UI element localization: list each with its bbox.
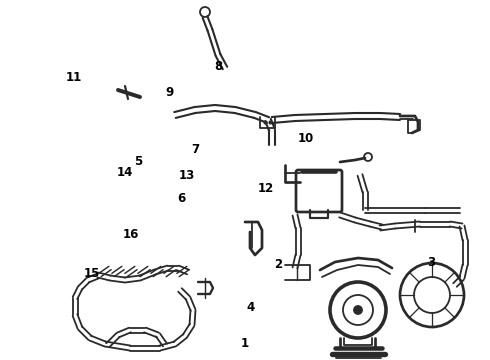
Text: 9: 9	[165, 86, 173, 99]
Circle shape	[354, 306, 362, 314]
Text: 12: 12	[257, 183, 274, 195]
Text: 2: 2	[274, 258, 282, 271]
Text: 4: 4	[247, 301, 255, 314]
Text: 8: 8	[214, 60, 222, 73]
Text: 6: 6	[177, 192, 185, 204]
Text: 3: 3	[427, 256, 435, 269]
Text: 7: 7	[191, 143, 199, 156]
Text: 13: 13	[179, 169, 196, 182]
Text: 10: 10	[298, 132, 315, 145]
Text: 1: 1	[241, 337, 249, 350]
Text: 14: 14	[117, 166, 133, 179]
Text: 16: 16	[123, 228, 140, 240]
Text: 11: 11	[65, 71, 82, 84]
FancyBboxPatch shape	[296, 170, 342, 212]
Text: 5: 5	[134, 155, 142, 168]
Text: 15: 15	[84, 267, 100, 280]
